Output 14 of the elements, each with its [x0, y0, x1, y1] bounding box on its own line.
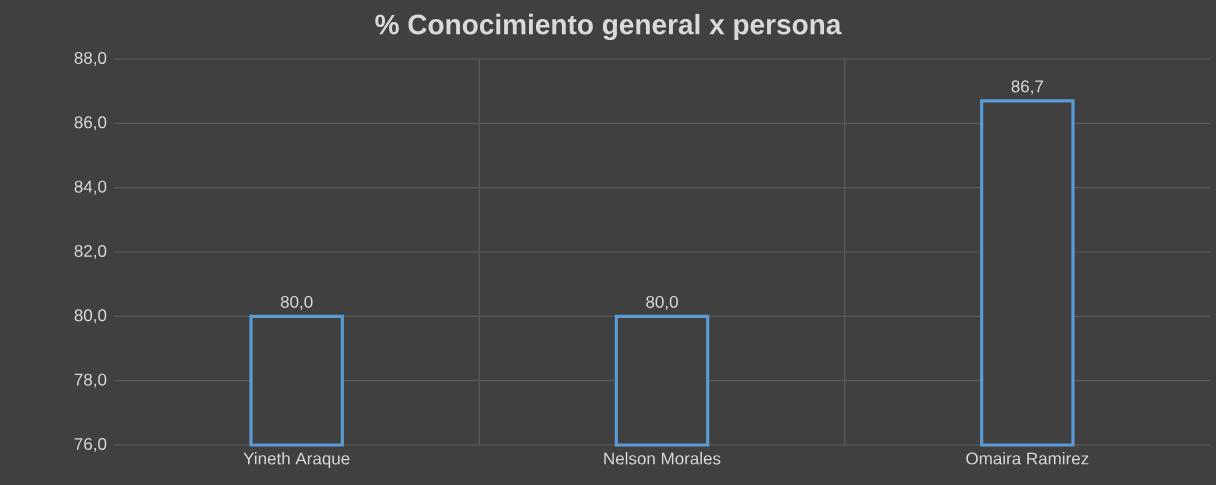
- x-tick-label: Nelson Morales: [604, 452, 721, 465]
- y-tick-label: 80,0: [74, 309, 107, 324]
- y-tick-label: 78,0: [74, 373, 107, 388]
- y-tick-label: 88,0: [74, 51, 107, 66]
- data-label: 86,7: [1011, 80, 1044, 95]
- y-tick-label: 76,0: [74, 437, 107, 452]
- x-tick-label: Omaira Ramirez: [966, 452, 1089, 465]
- data-label: 80,0: [280, 295, 313, 310]
- y-tick-label: 86,0: [74, 116, 107, 131]
- data-label: 80,0: [646, 295, 678, 310]
- x-tick-label: Yineth Araque: [243, 452, 350, 468]
- y-tick-label: 82,0: [74, 244, 107, 259]
- y-tick-label: 84,0: [74, 180, 107, 195]
- chart-title: % Conocimiento general x persona: [375, 13, 842, 41]
